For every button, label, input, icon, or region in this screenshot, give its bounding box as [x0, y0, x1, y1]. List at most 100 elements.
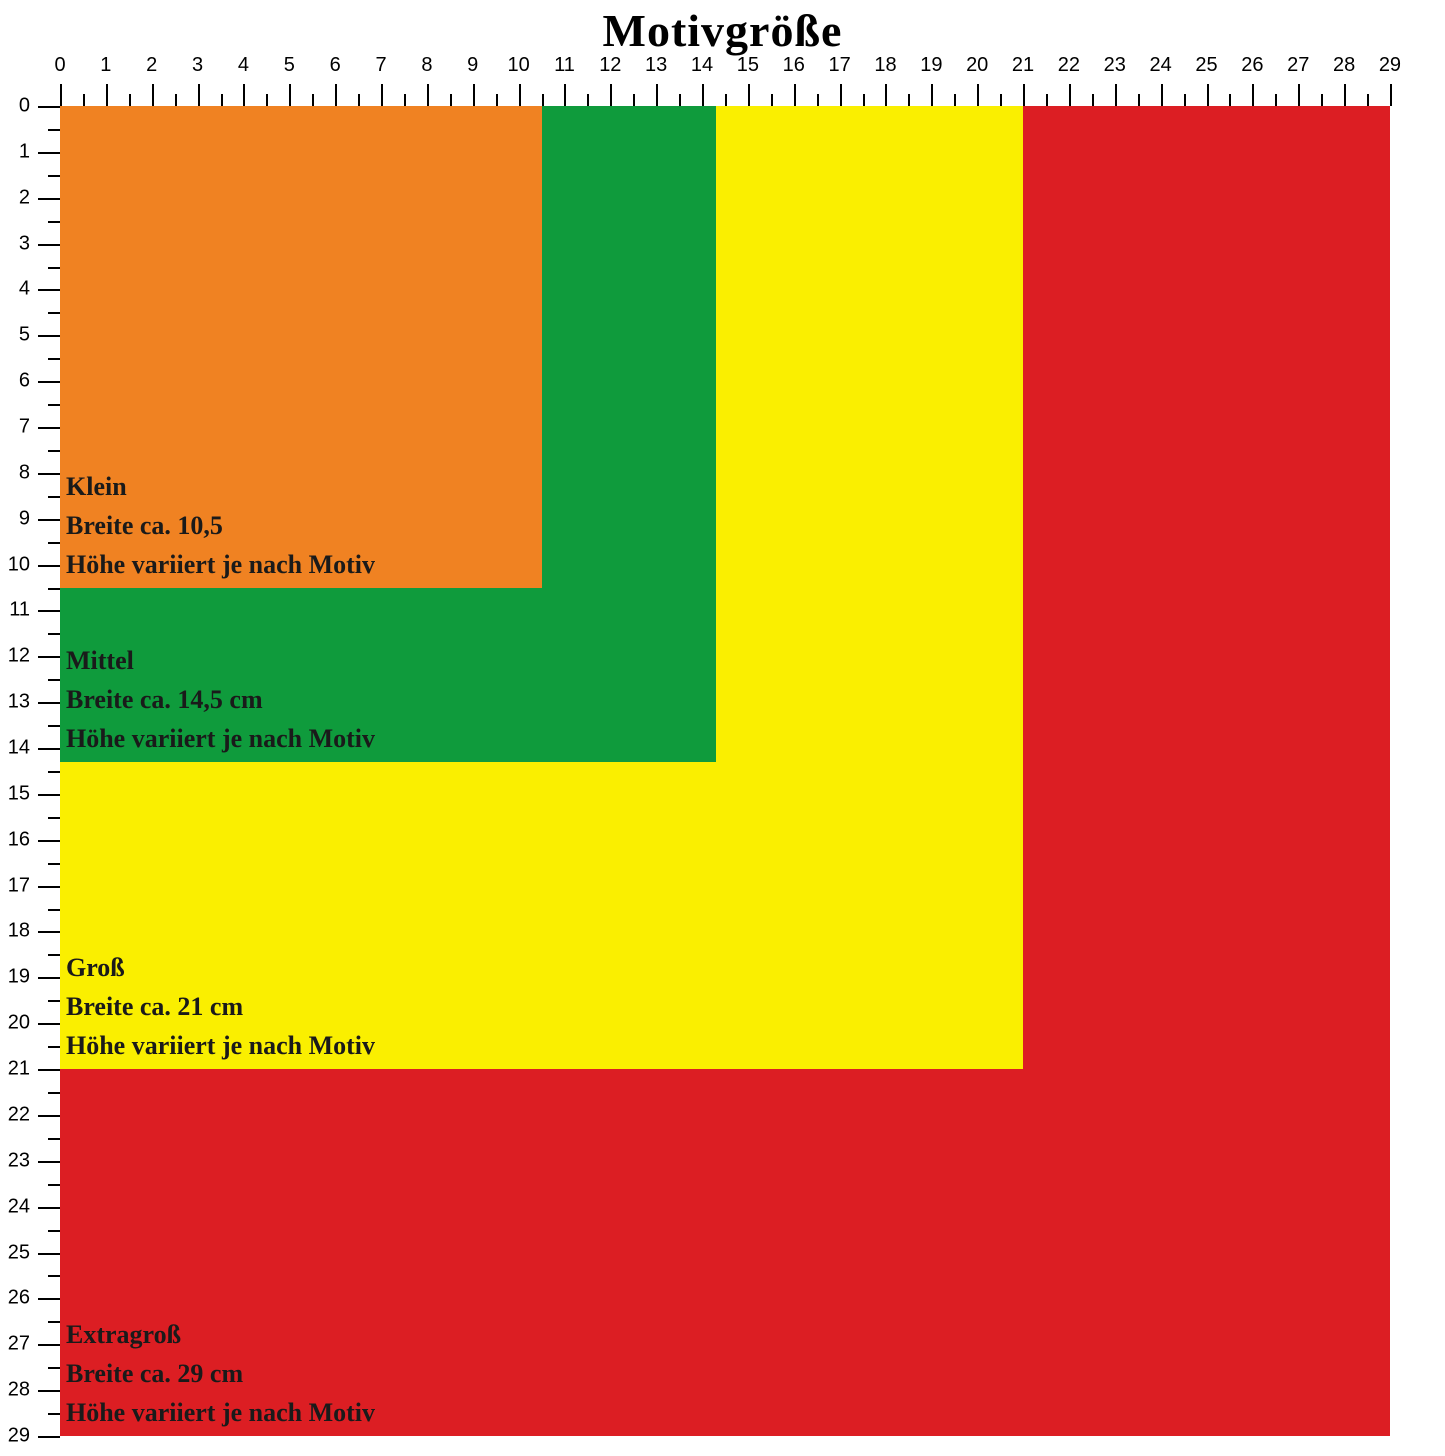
- ruler-top-minor-tick: [404, 94, 406, 106]
- ruler-left-major-tick: [38, 748, 60, 750]
- ruler-left-major-tick: [38, 656, 60, 658]
- ruler-top-minor-tick: [817, 94, 819, 106]
- ruler-top-major-tick: [106, 84, 108, 106]
- ruler-top-minor-tick: [266, 94, 268, 106]
- ruler-left-label: 6: [6, 370, 30, 393]
- size-label-mittel: MittelBreite ca. 14,5 cmHöhe variiert je…: [66, 641, 375, 758]
- ruler-top-major-tick: [1252, 84, 1254, 106]
- ruler-top-minor-tick: [1092, 94, 1094, 106]
- ruler-left-minor-tick: [48, 221, 60, 223]
- ruler-left-label: 20: [6, 1012, 30, 1035]
- ruler-top-label: 8: [421, 54, 432, 77]
- ruler-top-major-tick: [885, 84, 887, 106]
- ruler-top-label: 9: [467, 54, 478, 77]
- ruler-left-minor-tick: [48, 1230, 60, 1232]
- ruler-left-major-tick: [38, 840, 60, 842]
- ruler-left-label: 5: [6, 324, 30, 347]
- ruler-left-minor-tick: [48, 542, 60, 544]
- ruler-left-major-tick: [38, 152, 60, 154]
- ruler-left-major-tick: [38, 244, 60, 246]
- ruler-top-major-tick: [702, 84, 704, 106]
- size-height-line: Höhe variiert je nach Motiv: [66, 1393, 375, 1432]
- ruler-top-major-tick: [1069, 84, 1071, 106]
- ruler-left-major-tick: [38, 106, 60, 108]
- ruler-left-major-tick: [38, 335, 60, 337]
- size-height-line: Höhe variiert je nach Motiv: [66, 719, 375, 758]
- ruler-left-label: 11: [6, 599, 30, 622]
- ruler-left-label: 22: [6, 1103, 30, 1126]
- ruler-left-minor-tick: [48, 863, 60, 865]
- ruler-left-label: 28: [6, 1379, 30, 1402]
- ruler-left-major-tick: [38, 473, 60, 475]
- ruler-top-label: 21: [1012, 54, 1034, 77]
- ruler-top-minor-tick: [679, 94, 681, 106]
- ruler-top-major-tick: [1207, 84, 1209, 106]
- size-width-line: Breite ca. 10,5: [66, 506, 375, 545]
- ruler-top-major-tick: [1390, 84, 1392, 106]
- ruler-top-label: 29: [1379, 54, 1401, 77]
- ruler-left-label: 10: [6, 553, 30, 576]
- ruler-top-major-tick: [1344, 84, 1346, 106]
- ruler-top-minor-tick: [450, 94, 452, 106]
- ruler-left-major-tick: [38, 519, 60, 521]
- ruler-left-major-tick: [38, 1069, 60, 1071]
- ruler-left-major-tick: [38, 1023, 60, 1025]
- ruler-top-label: 14: [691, 54, 713, 77]
- ruler-left-major-tick: [38, 1161, 60, 1163]
- ruler-top-label: 6: [330, 54, 341, 77]
- ruler-top-major-tick: [656, 84, 658, 106]
- ruler-top-major-tick: [1298, 84, 1300, 106]
- ruler-top-label: 15: [737, 54, 759, 77]
- ruler-top-minor-tick: [1275, 94, 1277, 106]
- ruler-top: 0123456789101112131415161718192021222324…: [60, 54, 1410, 106]
- ruler-left-label: 8: [6, 461, 30, 484]
- ruler-left-minor-tick: [48, 725, 60, 727]
- ruler-left-major-tick: [38, 565, 60, 567]
- ruler-top-minor-tick: [221, 94, 223, 106]
- ruler-top-label: 27: [1287, 54, 1309, 77]
- ruler-top-label: 13: [645, 54, 667, 77]
- size-width-line: Breite ca. 14,5 cm: [66, 680, 375, 719]
- ruler-left-major-tick: [38, 610, 60, 612]
- ruler-left-minor-tick: [48, 1138, 60, 1140]
- ruler-left-minor-tick: [48, 771, 60, 773]
- ruler-top-major-tick: [243, 84, 245, 106]
- ruler-left-minor-tick: [48, 496, 60, 498]
- ruler-top-label: 24: [1150, 54, 1172, 77]
- ruler-top-label: 23: [1104, 54, 1126, 77]
- page-title: Motivgröße: [0, 4, 1445, 57]
- ruler-left-minor-tick: [48, 450, 60, 452]
- ruler-left-label: 12: [6, 645, 30, 668]
- ruler-top-minor-tick: [83, 94, 85, 106]
- ruler-left-label: 17: [6, 874, 30, 897]
- size-label-gross: GroßBreite ca. 21 cmHöhe variiert je nac…: [66, 948, 375, 1065]
- ruler-left-major-tick: [38, 1253, 60, 1255]
- ruler-top-label: 20: [966, 54, 988, 77]
- ruler-top-label: 10: [507, 54, 529, 77]
- ruler-left-major-tick: [38, 427, 60, 429]
- ruler-left-minor-tick: [48, 1000, 60, 1002]
- ruler-left-label: 25: [6, 1241, 30, 1264]
- ruler-left-minor-tick: [48, 1321, 60, 1323]
- ruler-top-label: 0: [54, 54, 65, 77]
- ruler-top-label: 19: [920, 54, 942, 77]
- size-height-line: Höhe variiert je nach Motiv: [66, 1026, 375, 1065]
- ruler-left-major-tick: [38, 794, 60, 796]
- ruler-top-major-tick: [1161, 84, 1163, 106]
- ruler-left-label: 9: [6, 507, 30, 530]
- size-label-extragross: ExtragroßBreite ca. 29 cmHöhe variiert j…: [66, 1315, 375, 1432]
- ruler-left-major-tick: [38, 198, 60, 200]
- ruler-left-minor-tick: [48, 679, 60, 681]
- ruler-top-minor-tick: [1184, 94, 1186, 106]
- ruler-top-minor-tick: [725, 94, 727, 106]
- ruler-left-label: 2: [6, 186, 30, 209]
- ruler-top-major-tick: [289, 84, 291, 106]
- ruler-top-label: 22: [1058, 54, 1080, 77]
- ruler-left-major-tick: [38, 931, 60, 933]
- ruler-top-major-tick: [519, 84, 521, 106]
- ruler-top-label: 2: [146, 54, 157, 77]
- ruler-top-label: 3: [192, 54, 203, 77]
- ruler-top-major-tick: [1023, 84, 1025, 106]
- ruler-top-major-tick: [564, 84, 566, 106]
- ruler-top-minor-tick: [587, 94, 589, 106]
